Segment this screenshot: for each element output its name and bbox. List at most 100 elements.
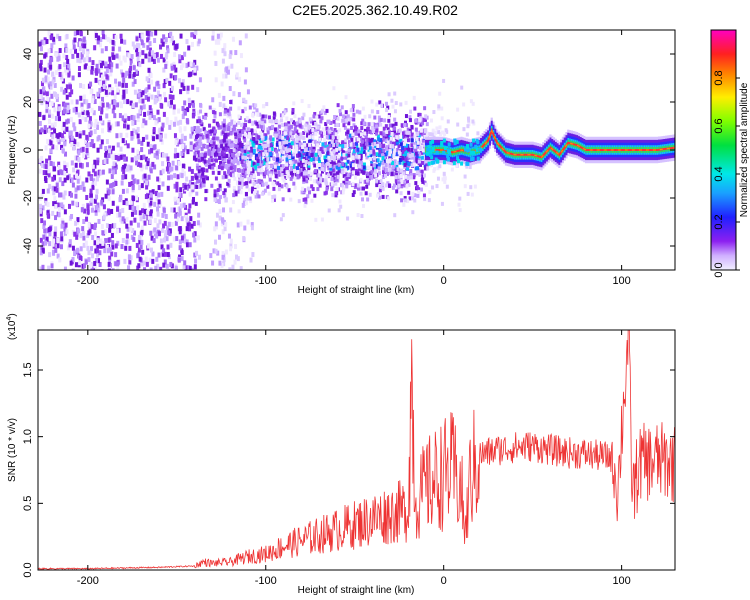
heatmap-cell bbox=[359, 153, 363, 158]
heatmap-cell bbox=[213, 129, 217, 134]
heatmap-cell bbox=[230, 63, 234, 69]
heatmap-cell bbox=[248, 155, 252, 160]
heatmap-cell bbox=[456, 159, 460, 164]
heatmap-cell bbox=[247, 187, 251, 192]
heatmap-cell bbox=[370, 130, 374, 135]
heatmap-cell bbox=[475, 138, 479, 143]
heatmap-cell bbox=[180, 256, 184, 262]
heatmap-cell bbox=[348, 133, 352, 138]
heatmap-cell bbox=[222, 73, 226, 79]
heatmap-cell bbox=[119, 103, 123, 109]
heatmap-cell bbox=[76, 141, 80, 147]
heatmap-cell bbox=[51, 210, 55, 216]
heatmap-cell bbox=[190, 41, 194, 47]
heatmap-cell bbox=[251, 120, 255, 126]
heatmap-cell bbox=[97, 35, 101, 41]
heatmap-cell bbox=[123, 258, 127, 264]
heatmap-cell bbox=[66, 105, 70, 111]
heatmap-cell bbox=[255, 190, 259, 195]
heatmap-cell bbox=[317, 148, 321, 153]
heatmap-cell bbox=[121, 216, 125, 222]
heatmap-cell bbox=[350, 137, 354, 142]
colorbar-tick-label: 0.2 bbox=[713, 214, 725, 229]
heatmap-cell bbox=[304, 171, 308, 176]
heatmap-cell bbox=[104, 61, 108, 67]
heatmap-cell bbox=[121, 207, 125, 213]
heatmap-cell bbox=[136, 205, 140, 211]
heatmap-cell bbox=[45, 104, 49, 110]
heatmap-cell bbox=[420, 187, 424, 192]
heatmap-cell bbox=[236, 153, 240, 158]
heatmap-cell bbox=[458, 196, 462, 201]
heatmap-cell bbox=[443, 132, 447, 137]
heatmap-cell bbox=[222, 123, 226, 128]
heatmap-cell bbox=[367, 122, 371, 127]
heatmap-cell bbox=[410, 124, 414, 129]
heatmap-cell bbox=[199, 141, 203, 146]
heatmap-cell bbox=[377, 162, 381, 167]
heatmap-cell bbox=[351, 163, 355, 168]
heatmap-cell bbox=[192, 155, 196, 161]
heatmap-cell bbox=[138, 48, 142, 54]
heatmap-cell bbox=[120, 244, 124, 250]
heatmap-cell bbox=[212, 162, 216, 167]
heatmap-cell bbox=[181, 163, 185, 169]
heatmap-cell bbox=[153, 86, 157, 92]
heatmap-cell bbox=[319, 176, 323, 181]
heatmap-cell bbox=[223, 188, 227, 193]
heatmap-cell bbox=[361, 163, 365, 168]
heatmap-cell bbox=[438, 91, 442, 96]
heatmap-cell bbox=[103, 248, 107, 254]
heatmap-cell bbox=[211, 165, 215, 170]
heatmap-cell bbox=[157, 84, 161, 90]
heatmap-cell bbox=[286, 171, 290, 176]
heatmap-cell bbox=[66, 245, 70, 251]
heatmap-cell bbox=[130, 211, 134, 217]
heatmap-cell bbox=[75, 155, 79, 161]
heatmap-cell bbox=[69, 116, 73, 122]
heatmap-cell bbox=[202, 143, 206, 148]
heatmap-cell bbox=[471, 119, 475, 124]
heatmap-cell bbox=[87, 257, 91, 263]
heatmap-cell bbox=[244, 33, 248, 39]
heatmap-cell bbox=[142, 118, 146, 124]
heatmap-cell bbox=[194, 173, 198, 179]
heatmap-cell bbox=[47, 90, 51, 96]
heatmap-cell bbox=[322, 105, 326, 110]
heatmap-cell bbox=[173, 183, 177, 189]
heatmap-cell bbox=[51, 176, 55, 182]
heatmap-cell bbox=[88, 120, 92, 126]
heatmap-cell bbox=[382, 166, 386, 171]
heatmap-cell bbox=[397, 174, 401, 179]
heatmap-cell bbox=[195, 179, 199, 184]
heatmap-cell bbox=[288, 154, 292, 159]
heatmap-cell bbox=[320, 217, 324, 222]
heatmap-cell bbox=[79, 38, 83, 44]
heatmap-cell bbox=[45, 236, 49, 242]
heatmap-cell bbox=[59, 169, 63, 175]
heatmap-cell bbox=[52, 250, 56, 256]
heatmap-cell bbox=[72, 145, 76, 151]
heatmap-cell bbox=[424, 114, 428, 119]
heatmap-cell bbox=[234, 50, 238, 56]
heatmap-cell bbox=[229, 246, 233, 252]
heatmap-cell bbox=[43, 37, 47, 43]
heatmap-cell bbox=[123, 39, 127, 45]
heatmap-cell bbox=[49, 84, 53, 90]
heatmap-cell bbox=[305, 179, 309, 184]
heatmap-cell bbox=[301, 158, 305, 163]
heatmap-cell bbox=[375, 183, 379, 188]
heatmap-cell bbox=[228, 86, 232, 92]
heatmap-cell bbox=[98, 42, 102, 48]
heatmap-cell bbox=[307, 167, 311, 172]
heatmap-cell bbox=[228, 267, 232, 270]
spectrogram-y-tick-label: -40 bbox=[22, 238, 34, 254]
heatmap-cell bbox=[402, 141, 406, 146]
heatmap-cell bbox=[465, 164, 469, 169]
heatmap-cell bbox=[161, 181, 165, 187]
heatmap-cell bbox=[232, 124, 236, 129]
heatmap-cell bbox=[197, 212, 201, 218]
heatmap-cell bbox=[250, 222, 254, 228]
heatmap-cell bbox=[208, 142, 212, 147]
heatmap-cell bbox=[384, 183, 388, 188]
